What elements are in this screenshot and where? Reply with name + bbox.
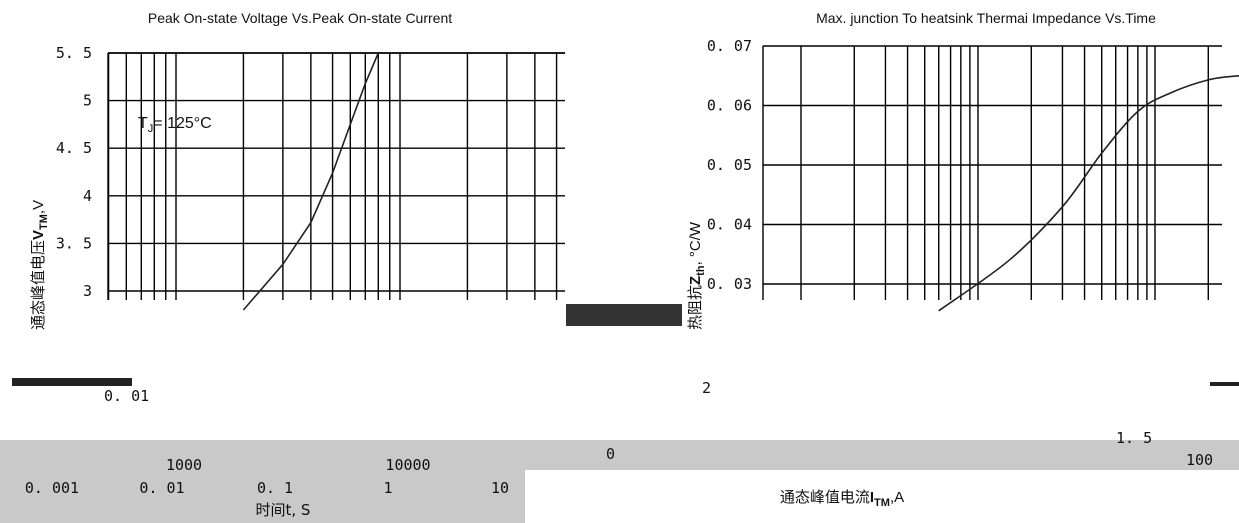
dark-glitch-block bbox=[566, 304, 682, 326]
right-y-axis-label: 热阻抗Zth, °C/W bbox=[686, 221, 707, 330]
left-y-tick-label: 3 bbox=[83, 282, 92, 300]
thermal-x-tick-label: 0. 001 bbox=[25, 479, 79, 497]
right-y-tick-label: 0. 04 bbox=[707, 216, 752, 234]
chart-title-right: Max. junction To heatsink Thermai Impeda… bbox=[816, 10, 1156, 26]
svg-text:通态峰值电压VTM,V: 通态峰值电压VTM,V bbox=[29, 200, 50, 330]
x-axis-label-current: 通态峰值电流ITM,A bbox=[780, 488, 904, 509]
right-series-line bbox=[938, 75, 1239, 312]
bottom-gray-band-right bbox=[525, 440, 1239, 470]
left-grid bbox=[107, 52, 565, 300]
right-ylabel-unit: , °C/W bbox=[687, 221, 704, 265]
left-ylabel-cn: 通态峰值电压 bbox=[29, 240, 47, 330]
dark-glitch-bar-right bbox=[1210, 382, 1239, 386]
left-y-tick-label: 5. 5 bbox=[56, 44, 92, 62]
left-x-tick-label: 1000 bbox=[166, 456, 202, 474]
right-y-ticks: 0. 07 0. 06 0. 05 0. 04 0. 03 bbox=[707, 37, 752, 293]
thermal-x-tick-label: 10 bbox=[491, 479, 509, 497]
fragment-hundred: 100 bbox=[1186, 451, 1213, 469]
tj-annotation: TJ= 125°C bbox=[138, 115, 212, 135]
right-ylabel-sub: th bbox=[695, 265, 707, 276]
left-x-tick-label: 10000 bbox=[385, 456, 430, 474]
thermal-x-ticks: 0. 001 0. 01 0. 1 1 10 bbox=[25, 479, 509, 497]
fragment-tick-left: 0. 01 bbox=[104, 387, 149, 405]
right-y-tick-label: 0. 03 bbox=[707, 275, 752, 293]
left-y-tick-label: 4. 5 bbox=[56, 139, 92, 157]
left-ylabel-symbol: V bbox=[30, 230, 47, 240]
left-y-tick-label: 3. 5 bbox=[56, 234, 92, 252]
left-y-tick-label: 5 bbox=[83, 92, 92, 110]
left-series-line bbox=[242, 52, 380, 311]
thermal-x-tick-label: 0. 01 bbox=[139, 479, 184, 497]
left-ylabel-unit: ,V bbox=[30, 200, 47, 214]
chart-thermal-impedance: Max. junction To heatsink Thermai Impeda… bbox=[686, 10, 1239, 330]
bottom-gray-band bbox=[0, 440, 525, 523]
chart-voltage-current: Peak On-state Voltage Vs.Peak On-state C… bbox=[29, 10, 565, 474]
x-axis-label-time: 时间t, S bbox=[256, 501, 311, 519]
right-grid bbox=[762, 45, 1222, 300]
left-y-axis-label: 通态峰值电压VTM,V bbox=[29, 200, 50, 330]
fragment-two: 2 bbox=[702, 379, 711, 397]
right-ylabel-cn: 热阻抗 bbox=[686, 285, 704, 330]
left-ylabel-sub: TM bbox=[38, 214, 50, 230]
fragment-zero: 0 bbox=[606, 445, 615, 463]
fragment-one-five: 1. 5 bbox=[1116, 429, 1152, 447]
right-y-tick-label: 0. 06 bbox=[707, 97, 752, 115]
left-y-tick-label: 4 bbox=[83, 187, 92, 205]
svg-text:热阻抗Zth, °C/W: 热阻抗Zth, °C/W bbox=[686, 221, 707, 330]
right-ylabel-symbol: Z bbox=[687, 276, 704, 285]
thermal-x-tick-label: 0. 1 bbox=[257, 479, 293, 497]
chart-title-left: Peak On-state Voltage Vs.Peak On-state C… bbox=[148, 10, 452, 26]
left-x-ticks: 1000 10000 bbox=[166, 456, 431, 474]
left-y-ticks: 5. 5 5 4. 5 4 3. 5 3 bbox=[56, 44, 92, 300]
right-y-tick-label: 0. 05 bbox=[707, 156, 752, 174]
dark-glitch-bar-left bbox=[12, 378, 132, 386]
thermal-x-tick-label: 1 bbox=[383, 479, 392, 497]
right-y-tick-label: 0. 07 bbox=[707, 37, 752, 55]
